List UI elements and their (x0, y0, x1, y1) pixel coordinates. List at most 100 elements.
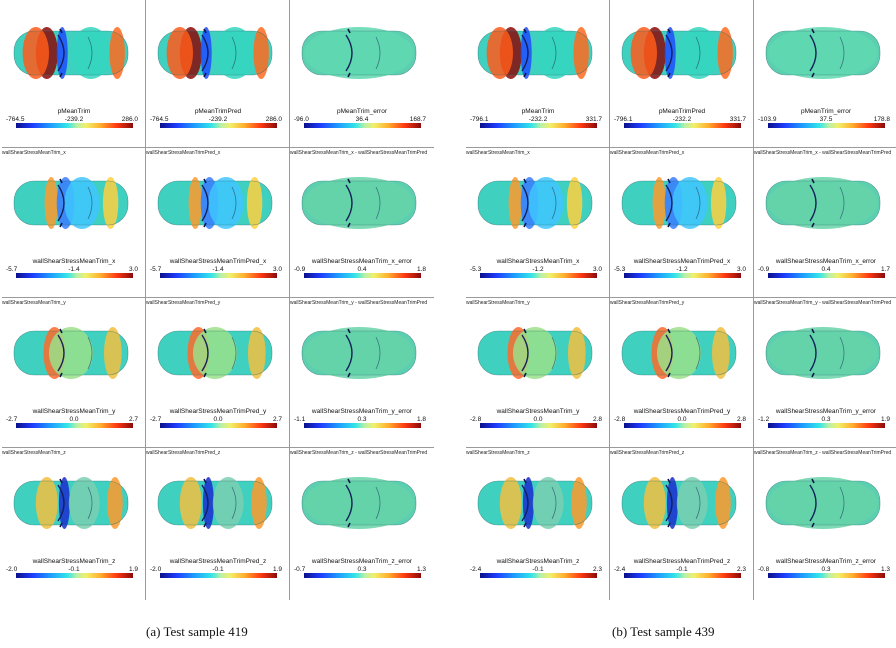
colorbar-max-label: 331.7 (585, 116, 602, 123)
colorbar-mid-label: 0.3 (357, 416, 367, 423)
car-render (301, 327, 417, 379)
colorbar-mid-label: -1.2 (676, 266, 688, 273)
column-divider (145, 0, 146, 600)
car-render (765, 327, 881, 379)
colorbar (304, 273, 421, 278)
colorbar (624, 123, 741, 128)
colorbar-mid-label: 0.0 (533, 416, 543, 423)
row-divider (466, 447, 896, 448)
colorbar-max-label: 286.0 (121, 116, 138, 123)
colorbar-mid-label: 37.5 (819, 116, 833, 123)
colorbar-min-label: -2.7 (150, 416, 162, 423)
colorbar-min-label: -0.8 (758, 566, 770, 573)
colorbar-mid-label: -1.4 (68, 266, 80, 273)
colorbar-title: pMeanTrim (57, 108, 91, 115)
colorbar-min-label: -2.8 (614, 416, 626, 423)
car-render (477, 177, 593, 229)
colorbar-title: wallShearStressMeanTrimPred_x (169, 258, 267, 265)
colorbar-max-label: 1.3 (880, 566, 890, 573)
field-name-label: wallShearStressMeanTrimPred_z (610, 450, 685, 456)
colorbar-mid-label: -1.2 (532, 266, 544, 273)
colorbar-max-label: 2.3 (736, 566, 746, 573)
colorbar (768, 123, 885, 128)
colorbar (480, 423, 597, 428)
caption-a: (a) Test sample 419 (146, 624, 248, 639)
car-render (13, 177, 129, 229)
render-cell: wallShearStressMeanTrim_x - wallShearStr… (290, 150, 434, 293)
colorbar (480, 123, 597, 128)
colorbar-max-label: 3.0 (592, 266, 602, 273)
car-render (621, 477, 737, 529)
render-cell: pMeanTrim_error -96.0 36.4 168.7 (290, 0, 434, 143)
render-cell: wallShearStressMeanTrimPred_z wallShearS… (610, 450, 754, 593)
colorbar-title: wallShearStressMeanTrim_y (496, 408, 580, 415)
colorbar-title: wallShearStressMeanTrimPred_z (169, 558, 267, 565)
render-cell: wallShearStressMeanTrim_z - wallShearStr… (290, 450, 434, 593)
field-name-label: wallShearStressMeanTrimPred_y (610, 300, 685, 306)
render-cell: pMeanTrim -764.5 -239.2 286.0 (2, 0, 146, 143)
car-render (477, 327, 593, 379)
car-render (157, 177, 273, 229)
car-render (13, 327, 129, 379)
colorbar-mid-label: 0.3 (821, 566, 831, 573)
colorbar-title: pMeanTrim (521, 108, 555, 115)
colorbar-min-label: -0.9 (758, 266, 770, 273)
colorbar-title: wallShearStressMeanTrim_z (32, 558, 116, 565)
car-render (301, 27, 417, 79)
field-name-label: wallShearStressMeanTrim_z - wallShearStr… (290, 450, 428, 456)
colorbar-title: wallShearStressMeanTrimPred_z (633, 558, 731, 565)
colorbar (16, 123, 133, 128)
field-name-label: wallShearStressMeanTrimPred_z (146, 450, 221, 456)
colorbar-title: wallShearStressMeanTrim_z_error (311, 558, 413, 565)
car-render (157, 477, 273, 529)
render-cell: pMeanTrim -796.1 -232.2 331.7 (466, 0, 610, 143)
colorbar (160, 573, 277, 578)
field-name-label: wallShearStressMeanTrim_y - wallShearStr… (290, 300, 428, 306)
colorbar (768, 423, 885, 428)
colorbar-title: wallShearStressMeanTrim_x (496, 258, 580, 265)
colorbar-max-label: 1.9 (880, 416, 890, 423)
colorbar-max-label: 1.9 (272, 566, 282, 573)
render-cell: wallShearStressMeanTrim_x wallShearStres… (466, 150, 610, 293)
colorbar-mid-label: -0.1 (676, 566, 688, 573)
render-cell: wallShearStressMeanTrimPred_y wallShearS… (146, 300, 290, 443)
colorbar-title: wallShearStressMeanTrim_z (496, 558, 580, 565)
panel-test-sample-419: pMeanTrim -764.5 -239.2 286.0 pMeanTrimPred… (2, 0, 434, 607)
colorbar-mid-label: -0.1 (212, 566, 224, 573)
colorbar-max-label: 3.0 (128, 266, 138, 273)
field-name-label: wallShearStressMeanTrimPred_y (146, 300, 221, 306)
colorbar-title: pMeanTrimPred (194, 108, 242, 115)
caption-b: (b) Test sample 439 (612, 624, 715, 639)
colorbar-max-label: 286.0 (265, 116, 282, 123)
colorbar (160, 123, 277, 128)
colorbar-min-label: -5.3 (614, 266, 626, 273)
colorbar-min-label: -0.9 (294, 266, 306, 273)
render-cell: wallShearStressMeanTrim_z wallShearStres… (466, 450, 610, 593)
colorbar-title: wallShearStressMeanTrim_y_error (311, 408, 413, 415)
car-render (621, 27, 737, 79)
colorbar-mid-label: -232.2 (672, 116, 692, 123)
colorbar-min-label: -2.0 (150, 566, 162, 573)
field-name-label: wallShearStressMeanTrim_z (466, 450, 530, 456)
render-cell: wallShearStressMeanTrim_z wallShearStres… (2, 450, 146, 593)
colorbar-min-label: -764.5 (150, 116, 169, 123)
render-cell: pMeanTrimPred -796.1 -232.2 331.7 (610, 0, 754, 143)
field-name-label: wallShearStressMeanTrim_x (2, 150, 66, 156)
colorbar (304, 573, 421, 578)
colorbar-max-label: 331.7 (729, 116, 746, 123)
render-cell: wallShearStressMeanTrimPred_z wallShearS… (146, 450, 290, 593)
render-cell: wallShearStressMeanTrimPred_x wallShearS… (610, 150, 754, 293)
field-name-label: wallShearStressMeanTrim_x - wallShearStr… (754, 150, 892, 156)
car-render (301, 177, 417, 229)
colorbar-min-label: -1.1 (294, 416, 306, 423)
colorbar-max-label: 178.8 (873, 116, 890, 123)
colorbar-min-label: -2.4 (470, 566, 482, 573)
car-render (157, 27, 273, 79)
colorbar (768, 273, 885, 278)
colorbar (160, 273, 277, 278)
field-name-label: wallShearStressMeanTrim_z - wallShearStr… (754, 450, 892, 456)
column-divider (289, 0, 290, 600)
colorbar (480, 273, 597, 278)
column-divider (753, 0, 754, 600)
car-render (765, 177, 881, 229)
